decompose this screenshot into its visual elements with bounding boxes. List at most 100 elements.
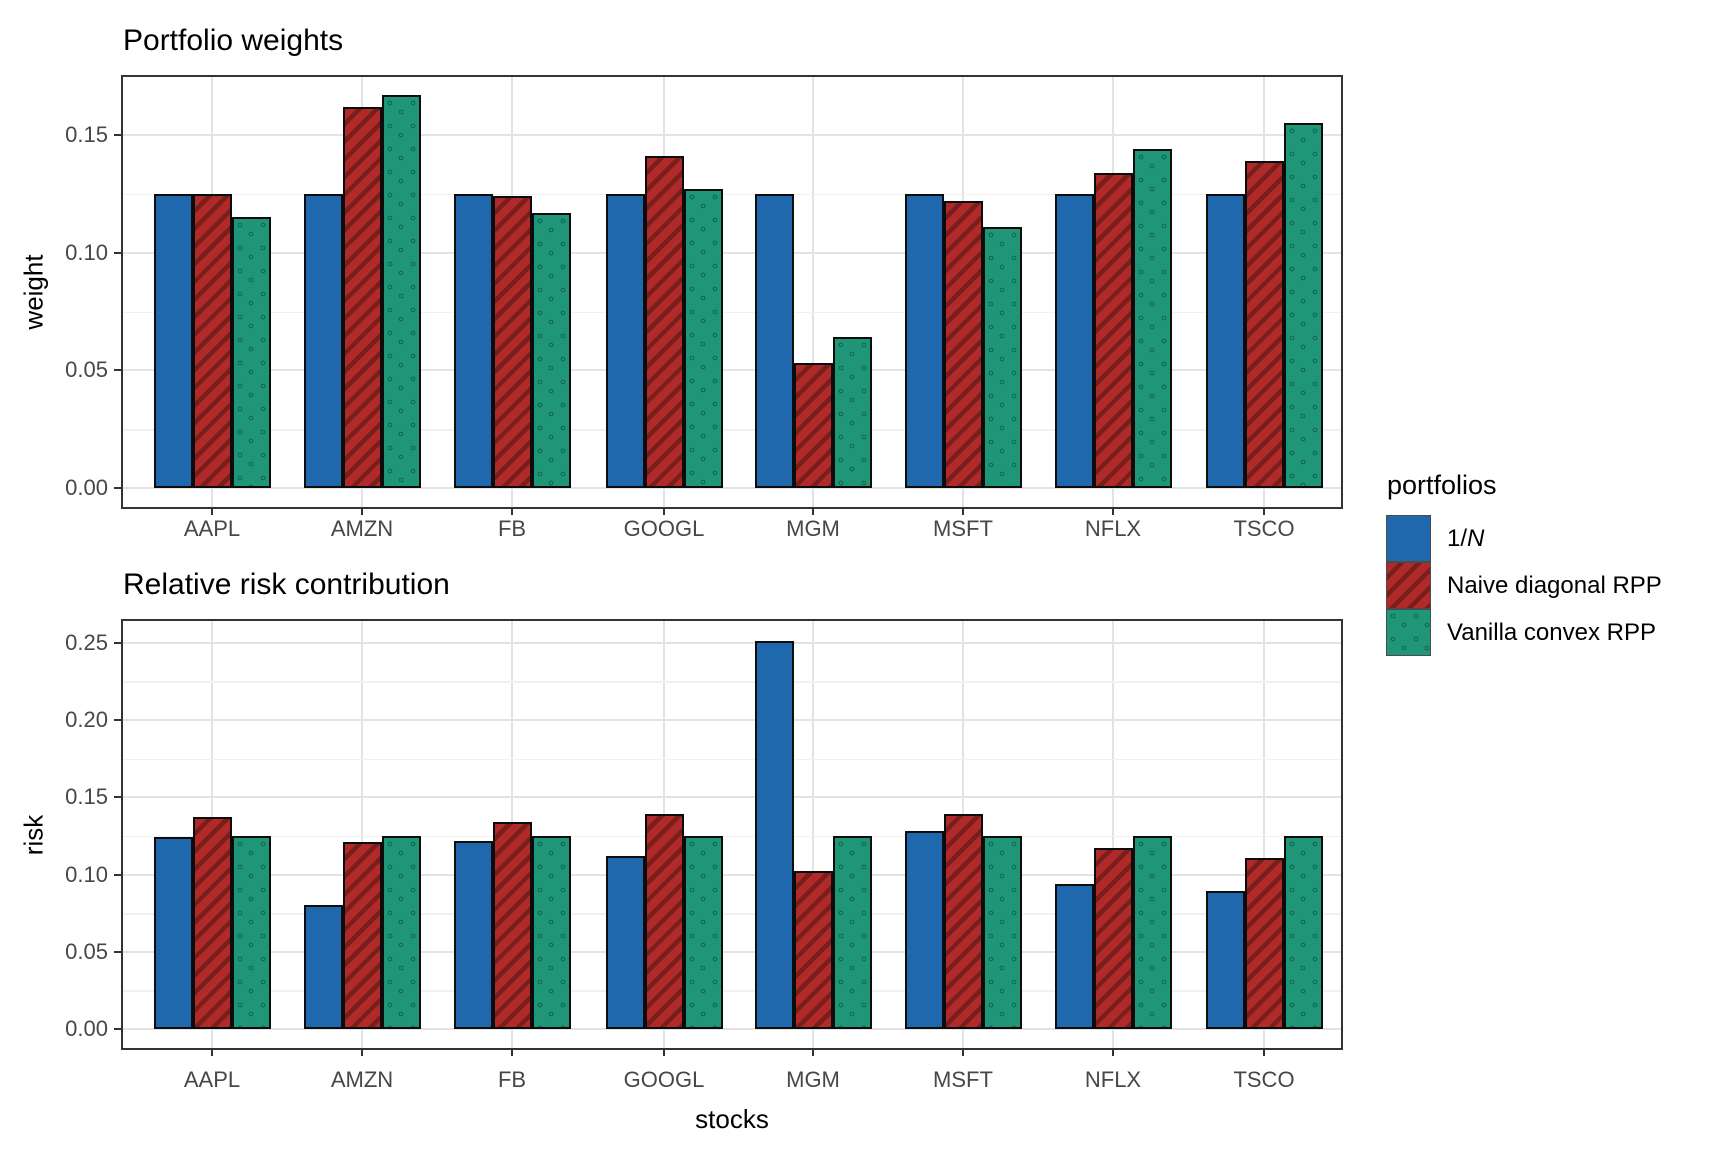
x-tick-label: NFLX	[1084, 516, 1142, 541]
bar-NFLX-1/N	[1054, 883, 1094, 1029]
x-tick-label: FB	[497, 516, 527, 541]
bar-AMZN-Vanilla convex RPP	[381, 95, 421, 488]
bar-AAPL-1/N	[153, 837, 193, 1029]
chart-title-portfolio-weights: Portfolio weights	[123, 24, 344, 57]
y-axis-title-weight: weight	[18, 254, 49, 330]
x-tick-mark	[361, 1048, 363, 1056]
y-tick-label: 0.10	[65, 861, 108, 887]
x-tick-label: GOOGL	[623, 516, 705, 541]
major-gridline	[123, 134, 1341, 137]
vertical-gridline	[812, 621, 814, 1048]
x-tick-mark	[812, 507, 814, 515]
risk-plot-panel	[121, 619, 1343, 1050]
y-tick-mark	[114, 487, 122, 489]
weights-plot-panel	[121, 75, 1343, 509]
vertical-gridline	[812, 77, 814, 507]
x-tick-label: TSCO	[1233, 1067, 1295, 1092]
minor-gridline	[123, 835, 1341, 838]
bar-NFLX-Vanilla convex RPP	[1132, 835, 1172, 1029]
bar-GOOGL-1/N	[605, 855, 645, 1029]
legend-label: 1/N	[1447, 524, 1485, 552]
x-tick-label: FB	[497, 1067, 527, 1092]
y-tick-label: 0.00	[65, 475, 108, 500]
y-tick-mark	[114, 719, 122, 721]
bar-GOOGL-1/N	[605, 193, 645, 488]
bar-AMZN-Naive diagonal RPP	[342, 842, 382, 1029]
bar-AAPL-Naive diagonal RPP	[192, 817, 232, 1029]
x-axis-title-stocks: stocks	[695, 1104, 769, 1134]
x-tick-label: GOOGL	[623, 1067, 705, 1092]
bar-NFLX-Naive diagonal RPP	[1093, 848, 1133, 1029]
legend-label-text: Naive diagonal RPP	[1447, 571, 1662, 599]
bar-FB-Vanilla convex RPP	[531, 212, 571, 488]
legend-label: Naive diagonal RPP	[1447, 571, 1662, 599]
minor-gridline	[123, 193, 1341, 196]
bar-TSCO-1/N	[1205, 193, 1245, 488]
x-tick-mark	[211, 1048, 213, 1056]
vertical-gridline	[361, 621, 363, 1048]
x-tick-label: AAPL	[183, 1067, 241, 1092]
x-tick-label: AMZN	[330, 1067, 394, 1092]
bar-AAPL-Naive diagonal RPP	[192, 193, 232, 488]
major-gridline	[123, 873, 1341, 876]
bar-TSCO-1/N	[1205, 891, 1245, 1029]
bar-MGM-Naive diagonal RPP	[793, 363, 833, 488]
x-tick-mark	[663, 507, 665, 515]
y-tick-label: 0.05	[65, 357, 108, 383]
x-tick-label: TSCO	[1233, 516, 1295, 541]
major-gridline	[123, 796, 1341, 799]
x-tick-mark	[1112, 1048, 1114, 1056]
legend-title: portfolios	[1387, 470, 1497, 500]
minor-gridline	[123, 681, 1341, 683]
bar-MGM-Naive diagonal RPP	[793, 871, 833, 1029]
legend-items: 1/N Naive diagonal RPP Vanilla convex RPP	[1386, 515, 1726, 665]
bar-MSFT-Vanilla convex RPP	[982, 835, 1022, 1029]
x-tick-mark	[812, 1048, 814, 1056]
bar-MSFT-Naive diagonal RPP	[943, 200, 983, 488]
y-tick-label: 0.10	[65, 239, 108, 265]
x-tick-mark	[361, 507, 363, 515]
legend-label-italic: N	[1467, 524, 1485, 552]
legend-swatch-solid	[1386, 515, 1431, 562]
bar-AMZN-Vanilla convex RPP	[381, 835, 421, 1029]
bar-MSFT-1/N	[904, 831, 944, 1029]
y-tick-mark	[114, 369, 122, 372]
bar-FB-Vanilla convex RPP	[531, 835, 571, 1029]
x-tick-mark	[663, 1048, 665, 1056]
bar-GOOGL-Vanilla convex RPP	[683, 835, 723, 1029]
bar-FB-Naive diagonal RPP	[492, 196, 532, 488]
x-tick-mark	[1263, 507, 1265, 515]
y-tick-mark	[114, 873, 122, 876]
legend-swatch-stripes	[1386, 562, 1431, 609]
x-tick-mark	[962, 507, 964, 515]
minor-gridline	[123, 758, 1341, 761]
major-gridline	[123, 369, 1341, 372]
y-tick-label: 0.05	[65, 938, 108, 964]
major-gridline	[123, 1028, 1341, 1030]
bar-TSCO-Vanilla convex RPP	[1283, 123, 1323, 488]
x-tick-label: NFLX	[1084, 1067, 1142, 1092]
bar-TSCO-Naive diagonal RPP	[1244, 857, 1284, 1029]
y-tick-label: 0.00	[65, 1016, 108, 1041]
legend-label-text: 1/	[1447, 524, 1468, 552]
y-tick-mark	[114, 796, 122, 799]
bar-TSCO-Vanilla convex RPP	[1283, 835, 1323, 1029]
bar-MGM-Vanilla convex RPP	[832, 337, 872, 488]
bar-TSCO-Naive diagonal RPP	[1244, 160, 1284, 488]
bar-MGM-Vanilla convex RPP	[832, 835, 872, 1029]
x-tick-label: AMZN	[330, 516, 394, 541]
y-tick-mark	[114, 1028, 122, 1030]
x-tick-mark	[962, 1048, 964, 1056]
y-axis-title-risk: risk	[18, 814, 49, 856]
x-tick-label: MGM	[786, 1067, 840, 1092]
bar-AAPL-Vanilla convex RPP	[231, 835, 271, 1029]
legend-label-text: Vanilla convex RPP	[1447, 618, 1656, 646]
y-tick-mark	[114, 251, 122, 254]
legend-label: Vanilla convex RPP	[1447, 618, 1656, 646]
bar-GOOGL-Vanilla convex RPP	[683, 189, 723, 488]
x-tick-label: MSFT	[933, 516, 993, 541]
minor-gridline	[123, 913, 1341, 915]
bar-GOOGL-Naive diagonal RPP	[644, 814, 684, 1029]
major-gridline	[123, 641, 1341, 644]
x-tick-mark	[511, 1048, 513, 1056]
